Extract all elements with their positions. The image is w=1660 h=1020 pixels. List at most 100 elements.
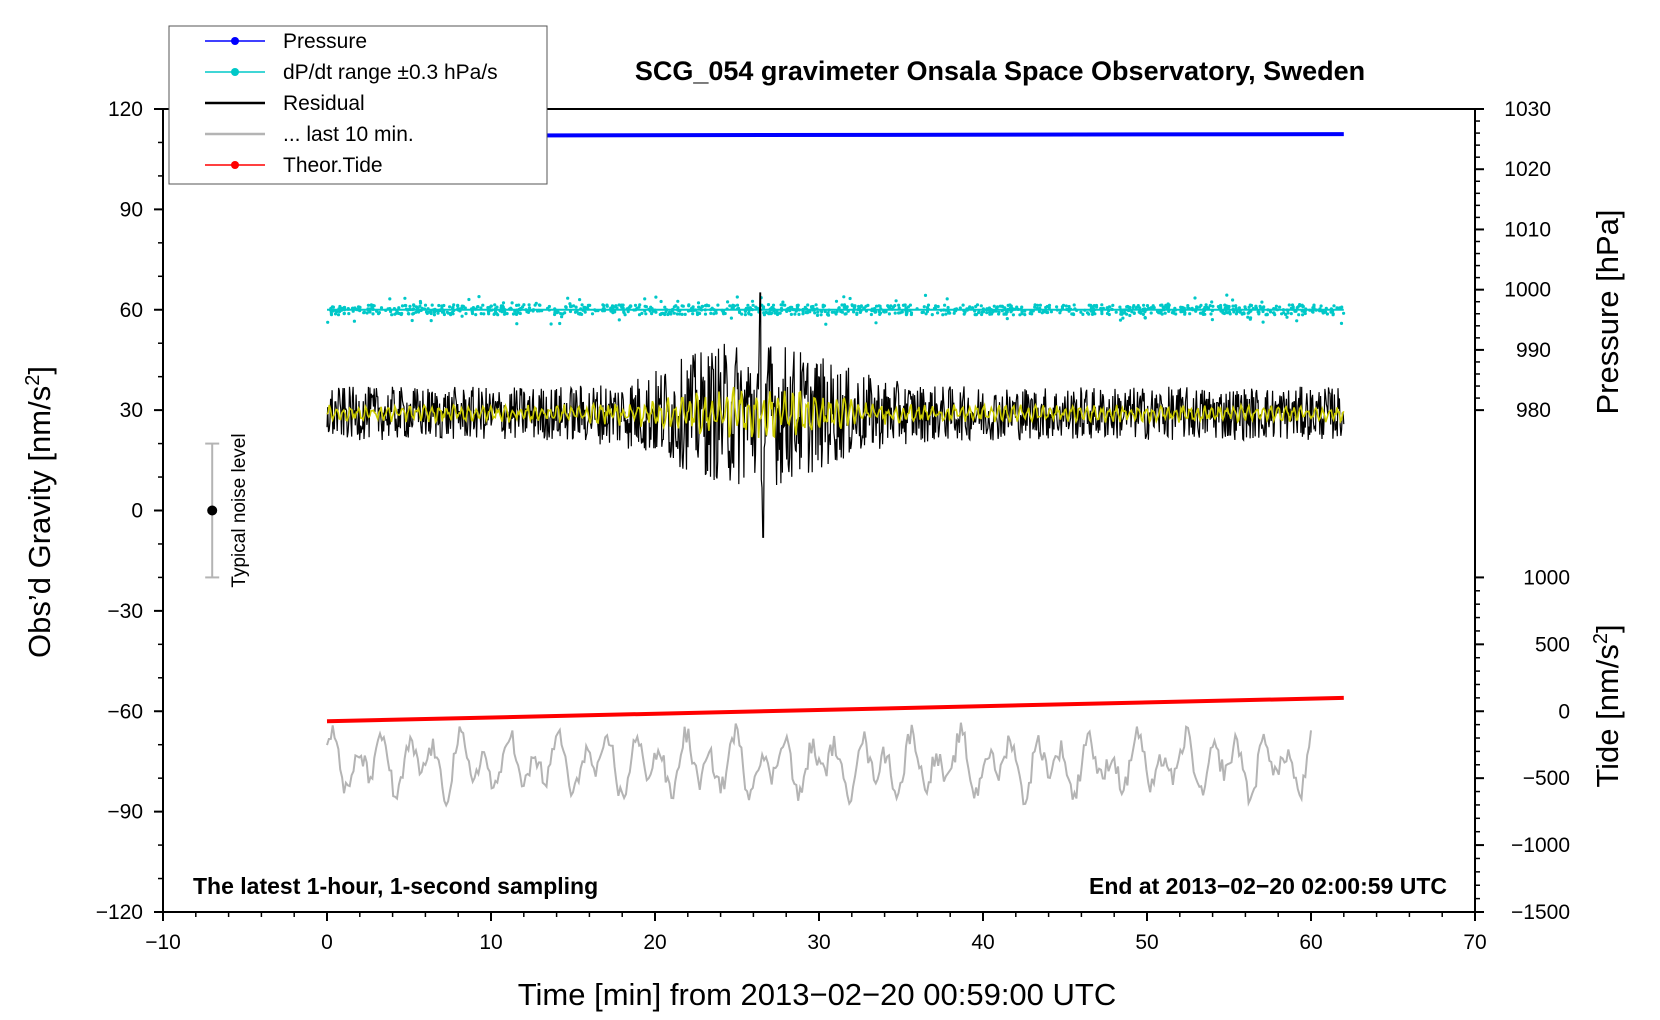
dpdt-point bbox=[781, 300, 785, 304]
chart-title: SCG_054 gravimeter Onsala Space Observat… bbox=[635, 56, 1365, 86]
dpdt-point bbox=[1282, 311, 1286, 315]
dpdt-point bbox=[366, 303, 370, 307]
dpdt-point bbox=[407, 312, 411, 316]
dpdt-point bbox=[553, 310, 557, 314]
dpdt-point bbox=[527, 306, 532, 310]
y-tick-label: −90 bbox=[107, 801, 143, 824]
dpdt-point bbox=[834, 299, 839, 303]
dpdt-point bbox=[729, 316, 734, 320]
dpdt-point bbox=[1139, 311, 1143, 315]
legend-label: ... last 10 min. bbox=[283, 123, 414, 146]
dpdt-point bbox=[1100, 303, 1104, 307]
dpdt-point bbox=[1246, 315, 1250, 319]
legend-label: dP/dt range ±0.3 hPa/s bbox=[283, 61, 498, 84]
dpdt-point bbox=[922, 305, 926, 309]
y-axis-label-tide: Tide [nm/s2] bbox=[1590, 624, 1625, 787]
dpdt-point bbox=[979, 304, 983, 308]
dpdt-point bbox=[716, 303, 720, 307]
dpdt-point bbox=[505, 312, 509, 316]
dpdt-point bbox=[518, 311, 522, 316]
dpdt-point bbox=[1085, 311, 1090, 315]
dpdt-point bbox=[1201, 310, 1205, 314]
noise-level-indicator: Typical noise level bbox=[205, 433, 250, 588]
dpdt-point bbox=[1036, 303, 1040, 307]
dpdt-point bbox=[1064, 304, 1068, 308]
dpdt-point bbox=[735, 295, 739, 299]
dpdt-point bbox=[342, 312, 346, 316]
dpdt-point bbox=[925, 310, 930, 314]
series-layer bbox=[326, 132, 1346, 808]
dpdt-point bbox=[614, 304, 618, 308]
dpdt-point bbox=[515, 312, 519, 316]
dpdt-point bbox=[728, 304, 732, 308]
dpdt-point bbox=[430, 303, 434, 307]
dpdt-point bbox=[564, 305, 568, 309]
dpdt-point bbox=[654, 310, 658, 314]
dpdt-point bbox=[1132, 311, 1136, 315]
dpdt-point bbox=[751, 303, 755, 307]
dpdt-point bbox=[1226, 304, 1230, 308]
legend-label: Pressure bbox=[283, 30, 367, 53]
dpdt-point bbox=[626, 310, 630, 314]
dpdt-point bbox=[748, 306, 752, 310]
dpdt-point bbox=[697, 305, 701, 309]
dpdt-point bbox=[977, 311, 981, 315]
dpdt-point bbox=[1163, 311, 1167, 315]
dpdt-point bbox=[691, 305, 695, 309]
dpdt-point bbox=[897, 303, 901, 307]
dpdt-point bbox=[432, 313, 436, 317]
x-axis-label: Time [min] from 2013−02−20 00:59:00 UTC bbox=[518, 977, 1117, 1012]
dpdt-point bbox=[1254, 304, 1258, 308]
dpdt-point bbox=[347, 312, 351, 316]
series-smoothed-residual bbox=[326, 386, 1345, 439]
dpdt-point bbox=[904, 313, 909, 317]
dpdt-point bbox=[436, 311, 440, 315]
dpdt-point bbox=[877, 304, 881, 308]
dpdt-point bbox=[501, 301, 506, 305]
series-dpdt bbox=[326, 293, 1346, 326]
dpdt-point bbox=[712, 312, 716, 316]
dpdt-point bbox=[843, 305, 848, 309]
dpdt-point bbox=[368, 310, 372, 314]
dpdt-point bbox=[887, 312, 892, 316]
dpdt-point bbox=[1111, 303, 1115, 307]
y-tick-label: 120 bbox=[108, 98, 143, 121]
dpdt-point bbox=[1301, 313, 1305, 317]
dpdt-point bbox=[1094, 303, 1099, 308]
y-tick-label: 90 bbox=[120, 198, 143, 221]
dpdt-point bbox=[1223, 303, 1227, 307]
dpdt-point bbox=[1044, 305, 1048, 310]
dpdt-point bbox=[400, 304, 405, 308]
dpdt-point bbox=[936, 304, 940, 309]
dpdt-point bbox=[764, 310, 768, 314]
dpdt-point bbox=[992, 304, 996, 308]
dpdt-point bbox=[527, 303, 531, 307]
dpdt-point bbox=[1246, 311, 1250, 315]
dpdt-point bbox=[1231, 304, 1235, 308]
dpdt-point bbox=[923, 293, 928, 297]
dpdt-point bbox=[824, 322, 828, 326]
pressure-tick-label: 1000 bbox=[1504, 279, 1551, 302]
dpdt-point bbox=[487, 312, 491, 316]
dpdt-point bbox=[1243, 305, 1247, 309]
dpdt-point bbox=[643, 297, 647, 301]
dpdt-point bbox=[474, 313, 478, 317]
dpdt-point bbox=[683, 312, 687, 316]
dpdt-point bbox=[423, 303, 428, 307]
dpdt-point bbox=[404, 304, 408, 308]
dpdt-point bbox=[338, 304, 342, 309]
dpdt-point bbox=[806, 310, 810, 314]
noise-bar-center-dot bbox=[207, 505, 218, 516]
dpdt-point bbox=[687, 304, 691, 308]
dpdt-point bbox=[547, 304, 552, 309]
dpdt-point bbox=[834, 312, 838, 316]
dpdt-point bbox=[850, 304, 855, 308]
dpdt-point bbox=[503, 310, 507, 314]
dpdt-point bbox=[445, 310, 449, 314]
dpdt-point bbox=[700, 304, 705, 308]
dpdt-point bbox=[448, 305, 452, 309]
dpdt-point bbox=[329, 313, 334, 317]
dpdt-point bbox=[898, 311, 902, 315]
dpdt-point bbox=[1231, 298, 1235, 302]
